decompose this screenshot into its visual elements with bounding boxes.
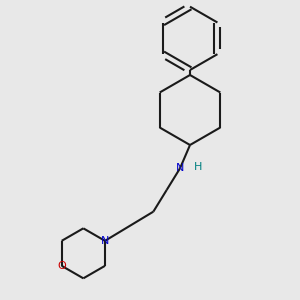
Text: O: O	[57, 261, 66, 271]
Text: H: H	[194, 162, 202, 172]
Text: N: N	[101, 236, 109, 246]
Text: N: N	[176, 163, 184, 173]
